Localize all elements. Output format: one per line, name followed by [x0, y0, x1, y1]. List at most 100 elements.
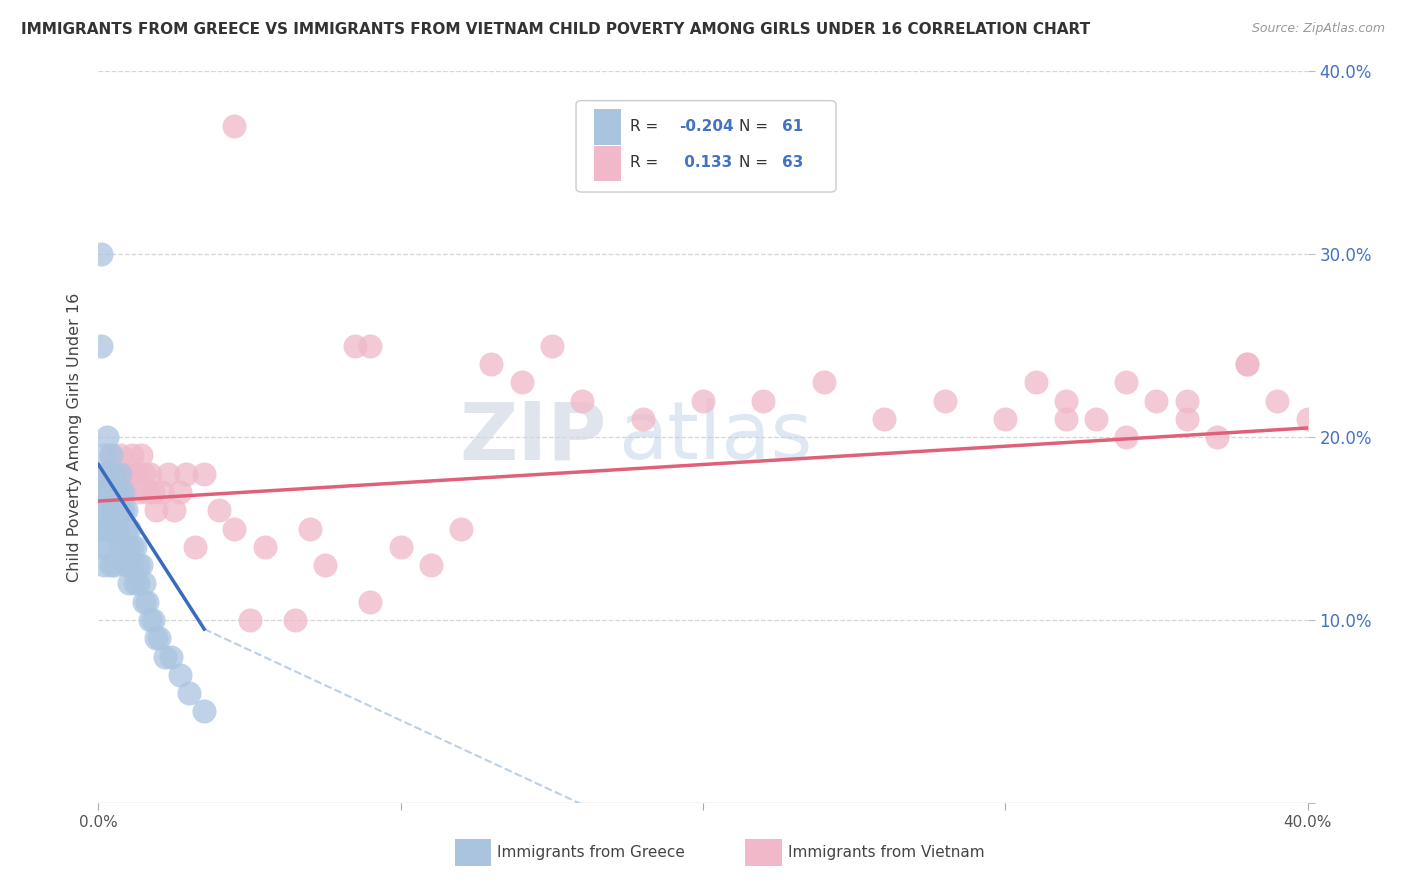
- Point: [100, 448, 122, 462]
- Point: [90, 521, 112, 535]
- Point: [103, 521, 125, 535]
- Text: ZIP: ZIP: [458, 398, 606, 476]
- Point: [118, 521, 141, 535]
- Point: [105, 485, 128, 500]
- Point: [184, 540, 207, 554]
- Bar: [595, 146, 621, 181]
- Point: [127, 558, 149, 573]
- Point: [253, 540, 276, 554]
- Point: [114, 558, 136, 573]
- Point: [90, 485, 112, 500]
- Point: [103, 558, 125, 573]
- Point: [360, 338, 382, 352]
- Point: [103, 485, 125, 500]
- Point: [127, 485, 149, 500]
- Point: [100, 558, 122, 573]
- Point: [299, 521, 322, 535]
- Point: [1236, 357, 1258, 371]
- Point: [813, 375, 835, 389]
- Point: [1175, 393, 1198, 408]
- Point: [93, 448, 115, 462]
- Point: [121, 540, 143, 554]
- Point: [142, 613, 165, 627]
- Text: N =: N =: [740, 119, 773, 134]
- Point: [108, 485, 131, 500]
- Point: [100, 485, 122, 500]
- Text: R =: R =: [630, 155, 664, 170]
- Point: [139, 613, 162, 627]
- Point: [114, 521, 136, 535]
- Point: [108, 448, 131, 462]
- Point: [118, 576, 141, 591]
- Point: [100, 521, 122, 535]
- Point: [103, 503, 125, 517]
- Point: [108, 485, 131, 500]
- Point: [139, 467, 162, 481]
- Point: [540, 338, 562, 352]
- Text: IMMIGRANTS FROM GREECE VS IMMIGRANTS FROM VIETNAM CHILD POVERTY AMONG GIRLS UNDE: IMMIGRANTS FROM GREECE VS IMMIGRANTS FRO…: [21, 22, 1090, 37]
- Point: [692, 393, 714, 408]
- Point: [510, 375, 533, 389]
- Point: [96, 467, 118, 481]
- Point: [631, 412, 654, 426]
- Point: [105, 467, 128, 481]
- Point: [873, 412, 896, 426]
- Point: [96, 467, 118, 481]
- Point: [752, 393, 775, 408]
- Point: [108, 467, 131, 481]
- Point: [132, 576, 155, 591]
- Point: [934, 393, 956, 408]
- Point: [96, 521, 118, 535]
- Bar: [456, 839, 492, 866]
- Y-axis label: Child Poverty Among Girls Under 16: Child Poverty Among Girls Under 16: [67, 293, 83, 582]
- Point: [239, 613, 262, 627]
- Point: [111, 503, 134, 517]
- Point: [118, 558, 141, 573]
- Point: [93, 485, 115, 500]
- Point: [129, 558, 152, 573]
- Point: [150, 485, 173, 500]
- Point: [156, 467, 179, 481]
- Point: [208, 503, 231, 517]
- Point: [145, 503, 167, 517]
- Text: -0.204: -0.204: [679, 119, 734, 134]
- Point: [108, 540, 131, 554]
- Point: [1054, 393, 1077, 408]
- FancyBboxPatch shape: [576, 101, 837, 192]
- Bar: [745, 839, 782, 866]
- Point: [93, 467, 115, 481]
- Point: [142, 485, 165, 500]
- Point: [93, 558, 115, 573]
- Point: [93, 485, 115, 500]
- Text: R =: R =: [630, 119, 664, 134]
- Point: [420, 558, 443, 573]
- Text: Source: ZipAtlas.com: Source: ZipAtlas.com: [1251, 22, 1385, 36]
- Point: [193, 467, 215, 481]
- Point: [148, 632, 170, 646]
- Point: [344, 338, 367, 352]
- Point: [1236, 357, 1258, 371]
- Point: [174, 467, 197, 481]
- Text: Immigrants from Greece: Immigrants from Greece: [498, 845, 685, 860]
- Point: [114, 485, 136, 500]
- Point: [118, 467, 141, 481]
- Point: [224, 120, 246, 134]
- Point: [135, 485, 157, 500]
- Point: [153, 649, 176, 664]
- Point: [103, 485, 125, 500]
- Text: 63: 63: [782, 155, 803, 170]
- Point: [994, 412, 1017, 426]
- Point: [90, 338, 112, 352]
- Point: [571, 393, 593, 408]
- Point: [389, 540, 412, 554]
- Text: 61: 61: [782, 119, 803, 134]
- Point: [224, 521, 246, 535]
- Point: [179, 686, 201, 700]
- Point: [481, 357, 503, 371]
- Point: [1296, 412, 1319, 426]
- Point: [1085, 412, 1108, 426]
- Point: [124, 467, 146, 481]
- Point: [111, 485, 134, 500]
- Point: [169, 667, 191, 681]
- Point: [314, 558, 336, 573]
